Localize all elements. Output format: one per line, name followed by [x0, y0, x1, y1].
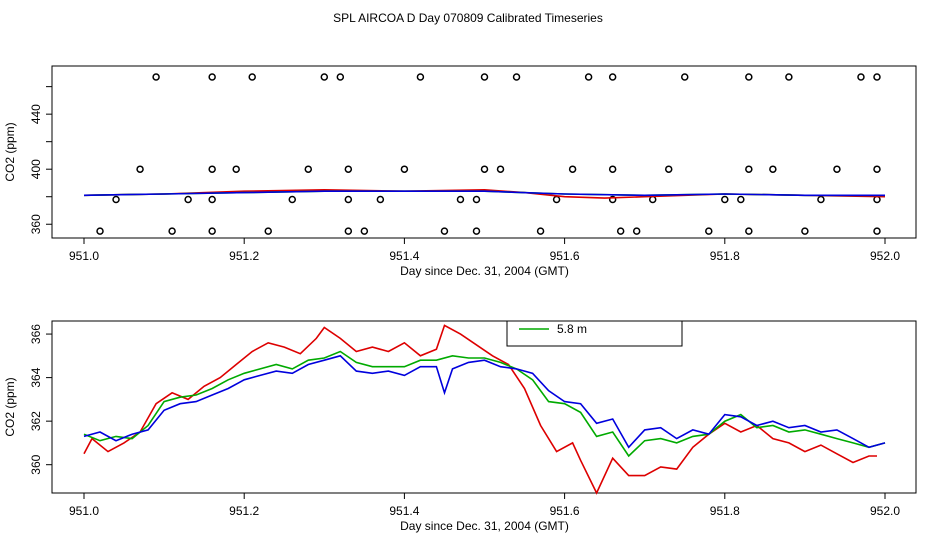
scatter-point — [833, 165, 841, 173]
scatter-point — [480, 73, 489, 81]
scatter-point — [616, 227, 625, 235]
y-tick-label: 364 — [29, 367, 43, 387]
scatter-point — [857, 73, 865, 81]
scatter-point — [344, 227, 353, 235]
scatter-point — [873, 73, 881, 81]
scatter-point — [472, 195, 481, 204]
scatter-point — [801, 227, 809, 235]
x-tick-label: 951.4 — [389, 249, 419, 263]
y-tick-label: 362 — [29, 411, 43, 431]
x-tick-label: 952.0 — [870, 249, 900, 263]
x-tick-label: 951.6 — [550, 249, 580, 263]
scatter-point — [745, 73, 753, 81]
scatter-point — [648, 195, 657, 204]
scatter-point — [440, 227, 449, 235]
series-line-red — [83, 324, 877, 495]
scatter-point — [304, 165, 313, 173]
scatter-point — [400, 165, 409, 173]
x-tick-label: 952.0 — [870, 504, 900, 518]
scatter-point — [248, 73, 256, 81]
scatter-point — [817, 195, 825, 204]
x-tick-label: 951.2 — [229, 504, 259, 518]
y-axis-label: CO2 (ppm) — [3, 122, 17, 181]
scatter-point — [264, 227, 272, 235]
panel-1: 951.0 951.2 951.4 951.6 951.8 952.0 Day since … — [3, 65, 917, 278]
scatter-point — [681, 73, 689, 81]
scatter-point — [664, 165, 673, 173]
x-tick-label: 951.8 — [710, 249, 740, 263]
scatter-point — [152, 73, 160, 81]
plot-frame — [51, 320, 917, 494]
scatter-point — [168, 227, 176, 235]
x-tick-label: 951.2 — [229, 249, 259, 263]
scatter-point — [136, 165, 144, 173]
scatter-point — [344, 195, 353, 204]
scatter-point — [336, 73, 345, 81]
y-tick-label: 360 — [29, 214, 43, 234]
scatter-point — [208, 195, 216, 204]
scatter-point — [745, 165, 753, 173]
x-tick-label: 951.0 — [69, 504, 99, 518]
figure-title: SPL AIRCOA D Day 070809 Calibrated Times… — [333, 11, 603, 25]
scatter-point — [769, 165, 777, 173]
scatter-point — [112, 195, 120, 204]
series-line-green — [83, 350, 886, 458]
scatter-point — [480, 165, 489, 173]
scatter-point — [721, 195, 729, 204]
scatter-point — [608, 73, 617, 81]
scatter-point — [208, 227, 216, 235]
scatter-point — [785, 73, 793, 81]
x-tick-label: 951.6 — [550, 504, 580, 518]
scatter-point — [208, 165, 216, 173]
legend-label: 5.8 m — [557, 322, 587, 336]
plot-frame — [51, 65, 917, 239]
scatter-point — [376, 195, 385, 204]
series-line-blue — [83, 354, 886, 449]
scatter-point — [745, 227, 753, 235]
legend: 5.8 m — [506, 320, 683, 347]
scatter-point — [232, 165, 240, 173]
scatter-point — [608, 165, 617, 173]
scatter-point — [456, 195, 465, 204]
x-axis-label: Day since Dec. 31, 2004 (GMT) — [400, 264, 569, 278]
y-tick-label: 440 — [29, 104, 43, 124]
series-line-blue — [83, 190, 885, 197]
x-tick-label: 951.8 — [710, 504, 740, 518]
scatter-point — [360, 227, 369, 235]
scatter-point — [737, 195, 745, 204]
scatter-point — [584, 73, 593, 81]
scatter-point — [552, 195, 561, 204]
scatter-point — [344, 165, 353, 173]
scatter-point — [472, 227, 481, 235]
scatter-point — [608, 195, 617, 204]
y-tick-label: 400 — [29, 159, 43, 179]
scatter-point — [512, 73, 521, 81]
scatter-point — [873, 165, 881, 173]
y-axis-label: CO2 (ppm) — [3, 377, 17, 436]
scatter-point — [632, 227, 641, 235]
scatter-point — [208, 73, 216, 81]
x-axis-label: Day since Dec. 31, 2004 (GMT) — [400, 519, 569, 533]
scatter-point — [536, 227, 545, 235]
y-tick-label: 366 — [29, 324, 43, 344]
legend-box — [506, 320, 683, 347]
x-tick-label: 951.0 — [69, 249, 99, 263]
scatter-point — [873, 227, 881, 235]
scatter-point — [184, 195, 192, 204]
scatter-point — [416, 73, 425, 81]
scatter-point — [288, 195, 297, 204]
scatter-point — [705, 227, 713, 235]
scatter-point — [496, 165, 505, 173]
scatter-point — [320, 73, 329, 81]
scatter-point — [568, 165, 577, 173]
x-tick-label: 951.4 — [389, 504, 419, 518]
panel-2: 951.0 951.2 951.4 951.6 951.8 952.0 Day since … — [3, 320, 917, 533]
scatter-point — [96, 227, 104, 235]
y-tick-label: 360 — [29, 454, 43, 474]
